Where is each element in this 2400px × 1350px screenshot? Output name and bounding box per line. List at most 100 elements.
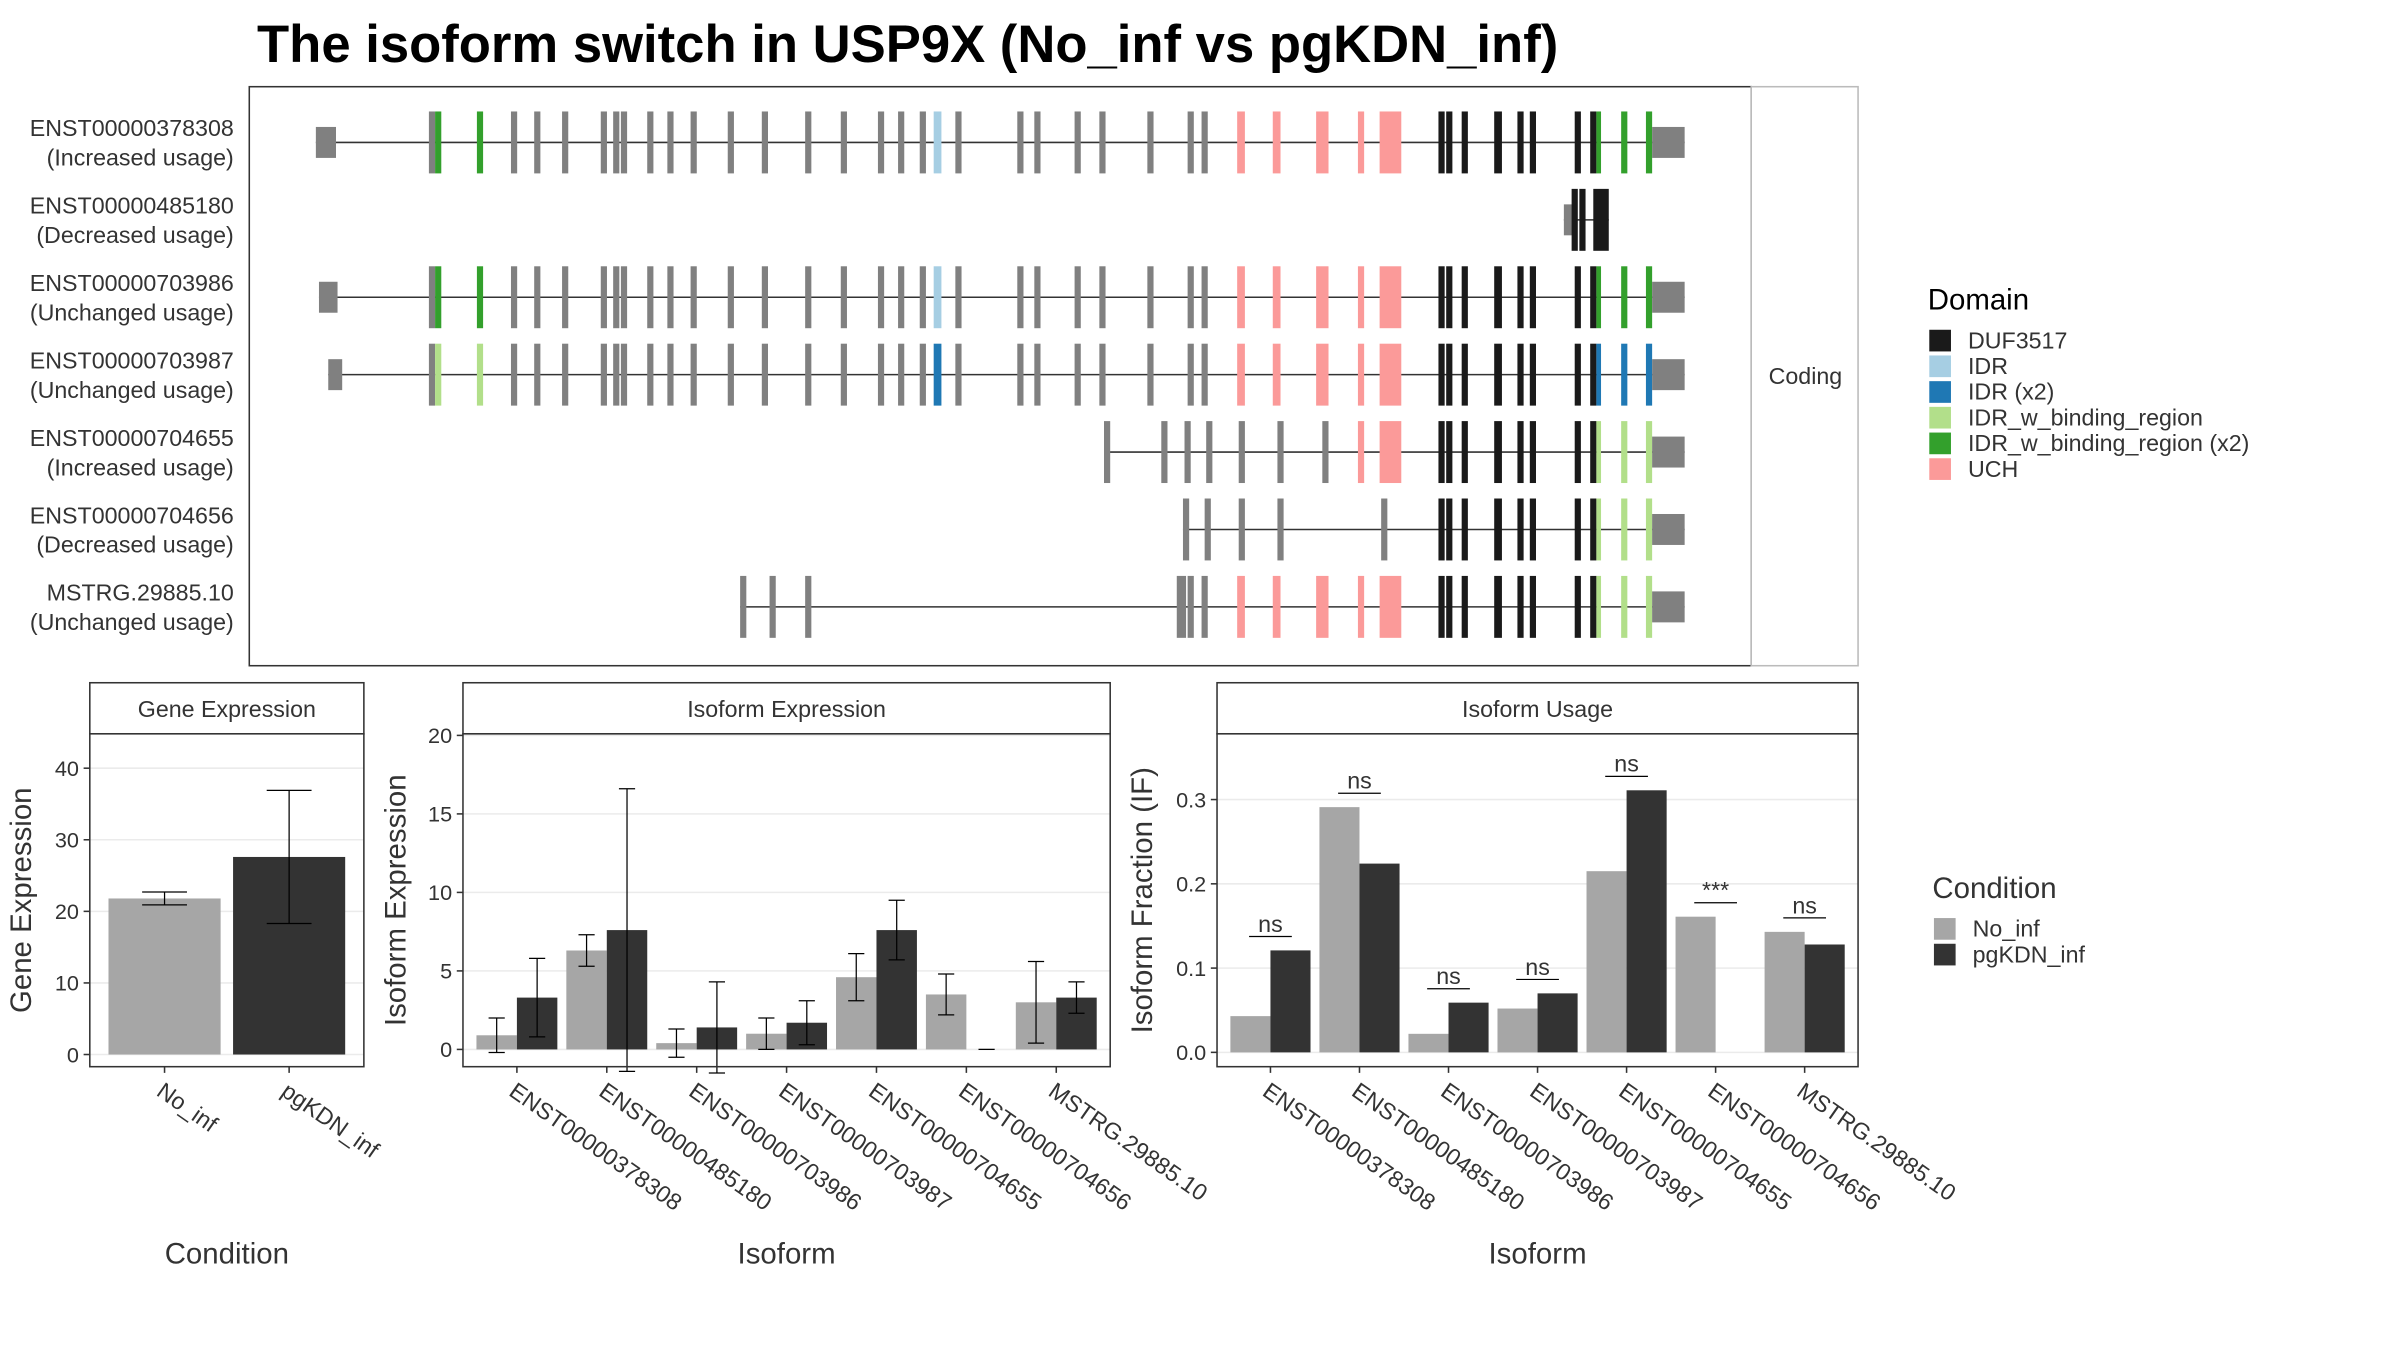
exon [1379,421,1402,484]
exon [1238,421,1245,484]
y-tick-label: 20 [428,723,452,748]
exon [1517,575,1524,638]
plot-border [1216,733,1859,1068]
exon [933,266,942,329]
exon [1590,266,1597,329]
exon [877,111,885,174]
exon [1596,575,1602,638]
exon [435,111,442,174]
bar [1804,944,1845,1053]
legend-label: pgKDN_inf [1973,941,2086,967]
error-bar [618,788,636,1073]
exon [1621,575,1628,638]
exon [667,266,674,329]
exon [1017,266,1024,329]
exon [1438,343,1445,406]
significance-label: ns [1347,768,1372,794]
exon [1074,343,1081,406]
exon [1147,266,1154,329]
domain-legend-label: IDR_w_binding_region (x2) [1968,430,2249,456]
transcript-id: ENST00000485180 [30,193,234,219]
legend-label: No_inf [1973,916,2041,942]
bar [1408,1033,1449,1053]
exon [955,111,962,174]
exon [476,111,484,174]
exon [1238,498,1245,561]
x-axis-title: Isoform [738,1237,836,1270]
domain-legend-key [1929,381,1951,403]
bar [1497,1008,1538,1053]
exon [1461,266,1468,329]
exon [761,266,768,329]
exon [1494,498,1502,561]
transcript-usage: (Unchanged usage) [30,299,234,325]
exon [1529,111,1536,174]
exon [1099,343,1106,406]
strip [1216,681,1859,735]
significance-label: ns [1525,954,1550,980]
exon [1446,421,1453,484]
exon [1438,421,1445,484]
exon [1517,111,1524,174]
bar [1448,1002,1489,1053]
exon [1316,343,1329,406]
exon [1645,266,1653,329]
error-bar [708,981,726,1074]
exon [933,343,942,406]
facet-label: Coding [1769,363,1843,389]
x-axis-title: Condition [165,1237,289,1270]
exon [690,343,697,406]
exon [1201,343,1208,406]
exon [600,266,607,329]
exon [562,111,569,174]
exon [562,266,569,329]
exon [647,111,654,174]
domain-legend-label: IDR_w_binding_region [1968,404,2203,430]
significance-label: ns [1258,911,1283,937]
bar [1764,931,1805,1053]
error-bar [758,1017,775,1051]
transcript-id: ENST00000703986 [30,270,234,296]
exon [727,343,734,406]
bar [108,898,221,1055]
exon [1529,421,1536,484]
exon [1438,111,1445,174]
exon [1379,343,1402,406]
exon [1461,575,1468,638]
exon [919,266,926,329]
exon [1446,111,1453,174]
exon [1237,111,1245,174]
panel-title: Isoform Expression [687,696,886,722]
exon [1563,204,1574,236]
exon [1461,421,1468,484]
transcript-usage: (Unchanged usage) [30,377,234,403]
exon [1104,421,1111,484]
y-tick-label: 10 [55,971,79,996]
exon [805,575,812,638]
exon [428,266,436,329]
exon [1272,575,1281,638]
exon [805,343,812,406]
exon [1357,343,1365,406]
exon [667,343,674,406]
exon [667,111,674,174]
exon [1446,343,1453,406]
domain-legend-label: IDR [1968,353,2008,379]
exon [690,266,697,329]
exon [1277,498,1284,561]
exon [476,343,484,406]
exon [1034,343,1041,406]
exon [1446,266,1453,329]
exon [1652,436,1685,468]
error-bar [142,891,187,906]
exon [740,575,747,638]
exon [1187,111,1194,174]
exon [1494,421,1502,484]
y-tick-label: 5 [440,959,452,984]
exon [428,111,436,174]
y-tick-label: 0.3 [1176,787,1206,812]
domain-legend-key [1929,432,1951,455]
y-tick-label: 15 [428,802,452,827]
